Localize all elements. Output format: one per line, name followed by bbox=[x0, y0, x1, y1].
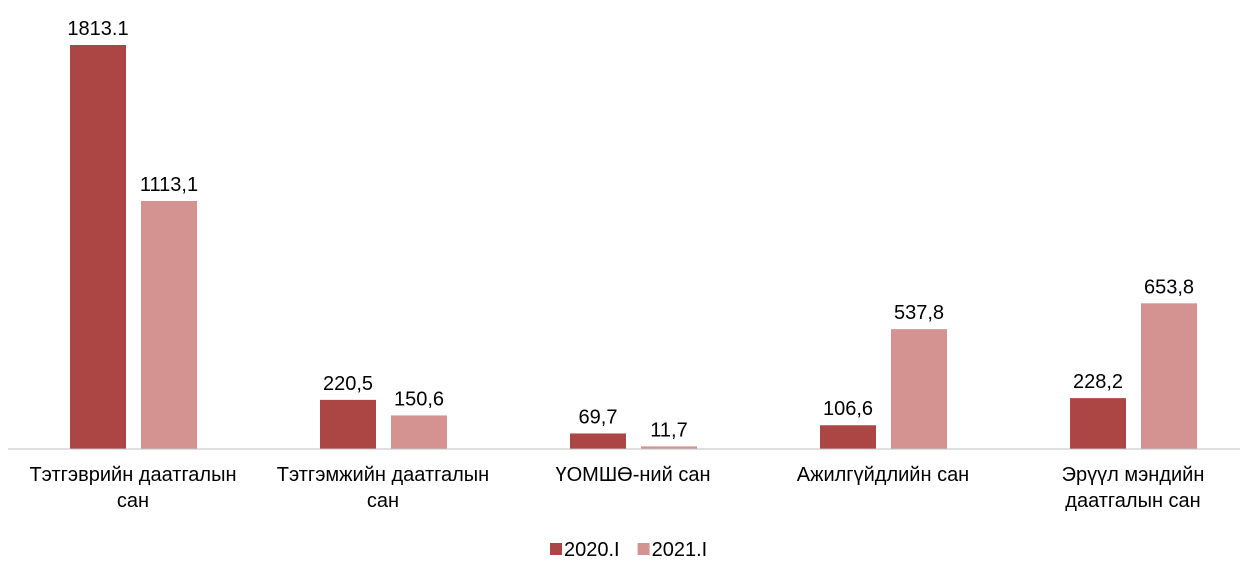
bar bbox=[1070, 398, 1126, 449]
data-label: 537,8 bbox=[894, 302, 944, 324]
data-label: 69,7 bbox=[579, 406, 618, 428]
bar bbox=[141, 200, 197, 449]
x-tick-label: Эрүүл мэндийн даатгалын сан bbox=[1061, 464, 1205, 512]
bar bbox=[641, 446, 697, 449]
x-tick-label: Тэтгэврийн даатгалын сан bbox=[29, 464, 237, 512]
x-tick-label: Ажилгүйдлийн сан bbox=[796, 464, 970, 486]
legend-swatch bbox=[637, 543, 650, 555]
data-label: 1813.1 bbox=[67, 18, 128, 40]
bar bbox=[391, 415, 447, 449]
data-label: 11,7 bbox=[650, 419, 687, 441]
bar bbox=[570, 433, 626, 449]
legend-label: 2020.I bbox=[564, 539, 620, 561]
data-label: 653,8 bbox=[1144, 276, 1194, 298]
x-tick-label: Тэтгэмжийн даатгалын сан bbox=[276, 464, 490, 512]
data-label: 106,6 bbox=[823, 398, 873, 420]
bar bbox=[320, 399, 376, 449]
x-tick-label: ҮОМШӨ-ний сан bbox=[555, 464, 711, 486]
data-label: 220,5 bbox=[323, 373, 373, 395]
legend-swatch bbox=[550, 543, 562, 555]
bar bbox=[891, 329, 947, 449]
legend-label: 2021.I bbox=[652, 539, 708, 561]
bar bbox=[70, 45, 126, 449]
bar bbox=[820, 425, 876, 449]
data-label: 228,2 bbox=[1073, 371, 1123, 393]
bar bbox=[1141, 303, 1197, 449]
data-label: 150,6 bbox=[394, 388, 444, 410]
data-label: 1113,1 bbox=[140, 174, 198, 196]
